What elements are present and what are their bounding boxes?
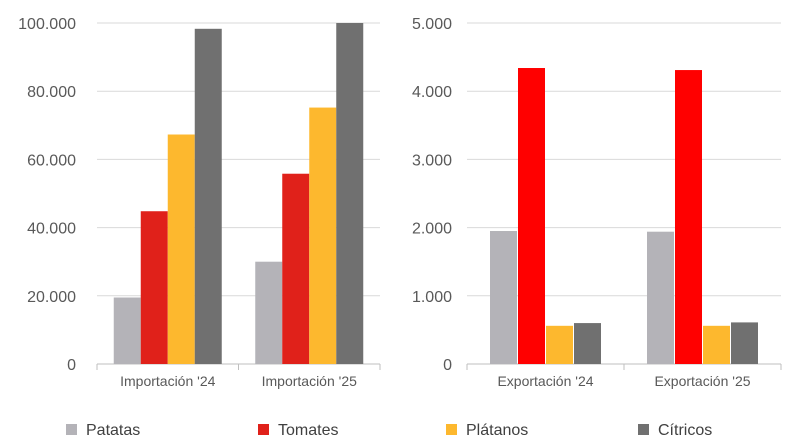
legend-label-tomates: Tomates [278, 422, 338, 439]
y-tick-label: 5.000 [412, 16, 452, 33]
bar-citricos-importacion-24 [194, 28, 222, 365]
bar-patatas-importacion-25 [255, 261, 283, 364]
y-tick-label: 20.000 [27, 289, 76, 306]
bar-patatas-exportacion-25 [647, 231, 674, 364]
y-tick-label: 4.000 [412, 84, 452, 101]
y-tick-label: 3.000 [412, 152, 452, 169]
bar-platanos-importacion-24 [167, 134, 195, 364]
x-tick-label: Importación '24 [120, 373, 215, 389]
y-tick-label: 1.000 [412, 289, 452, 306]
bar-citricos-exportacion-25 [731, 322, 758, 364]
bar-patatas-importacion-24 [113, 297, 141, 364]
import-chart-panel: 0 20.000 40.000 60.000 80.000 100.000 Importac… [18, 16, 381, 389]
legend-swatch-platanos [446, 424, 457, 435]
y-tick-label: 80.000 [27, 84, 76, 101]
bar-tomates-exportacion-24 [518, 68, 545, 365]
bar-patatas-exportacion-24 [490, 231, 517, 364]
bar-platanos-importacion-25 [309, 107, 337, 365]
bar-tomates-importacion-24 [140, 211, 168, 364]
bar-tomates-importacion-25 [282, 173, 310, 364]
export-chart-panel: 0 1.000 2.000 3.000 4.000 5.000 Exportación '2… [412, 16, 782, 389]
bar-platanos-exportacion-24 [546, 325, 573, 364]
y-tick-label: 2.000 [412, 221, 452, 238]
legend: Patatas Tomates Plátanos Cítricos [66, 422, 712, 439]
y-tick-label: 0 [443, 357, 452, 374]
legend-label-patatas: Patatas [86, 422, 140, 439]
bar-platanos-exportacion-25 [703, 325, 730, 364]
x-tick-label: Exportación '24 [497, 373, 593, 389]
legend-swatch-tomates [258, 424, 269, 435]
legend-label-platanos: Plátanos [466, 422, 528, 439]
x-tick-label: Exportación '25 [654, 373, 750, 389]
legend-swatch-patatas [66, 424, 77, 435]
legend-label-citricos: Cítricos [658, 422, 712, 439]
x-tick-label: Importación '25 [262, 373, 357, 389]
bar-citricos-exportacion-24 [574, 323, 601, 364]
y-tick-label: 0 [67, 357, 76, 374]
y-tick-label: 60.000 [27, 152, 76, 169]
bar-tomates-exportacion-25 [675, 70, 702, 365]
y-tick-label: 40.000 [27, 221, 76, 238]
y-tick-label: 100.000 [18, 16, 76, 33]
bar-citricos-importacion-25 [336, 23, 364, 364]
legend-swatch-citricos [638, 424, 649, 435]
